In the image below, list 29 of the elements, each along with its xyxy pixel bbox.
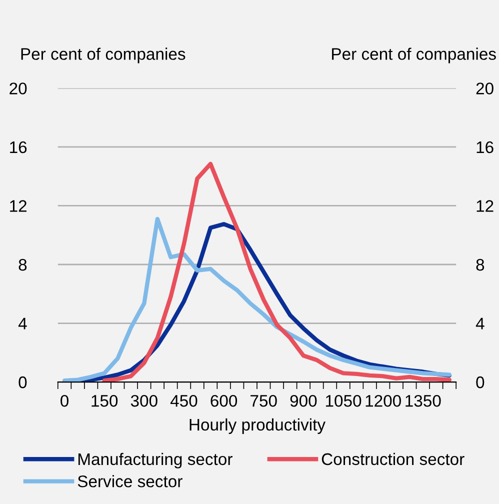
x-tick-label: 0: [60, 394, 69, 407]
x-tick-label: 1200: [366, 394, 401, 407]
x-tick-label: 900: [290, 394, 317, 407]
y2-tick-label: 8: [476, 258, 484, 271]
y2-tick-label: 0: [476, 376, 484, 388]
y-tick-label: 12: [10, 200, 26, 212]
legend-label: Construction sector: [322, 452, 464, 466]
y2-axis-title: Per cent of companies: [332, 48, 496, 64]
legend-label: Service sector: [78, 475, 182, 488]
x-tick-label: 1050: [326, 394, 362, 407]
x-tick-label: 600: [210, 394, 238, 407]
x-tick-label: 1350: [406, 394, 441, 407]
y2-tick-label: 12: [476, 200, 494, 212]
y-tick-label: 0: [18, 376, 27, 388]
y2-tick-label: 16: [476, 141, 494, 154]
y-axis-title: Per cent of companies: [21, 48, 186, 64]
y-tick-label: 16: [10, 141, 27, 154]
line-series: [102, 162, 452, 382]
x-tick-label: 450: [170, 394, 198, 407]
y-tick-label: 8: [18, 258, 27, 271]
y2-tick-label: 4: [476, 318, 484, 330]
y-tick-label: 4: [18, 318, 27, 330]
x-tick-label: 150: [92, 394, 118, 407]
x-tick-label: 750: [250, 394, 277, 407]
legend-label: Manufacturing sector: [78, 452, 232, 468]
y-tick-label: 20: [10, 82, 27, 94]
x-tick-label: 300: [130, 394, 158, 407]
x-axis-title: Hourly productivity: [190, 418, 326, 434]
y2-tick-label: 20: [476, 82, 494, 94]
